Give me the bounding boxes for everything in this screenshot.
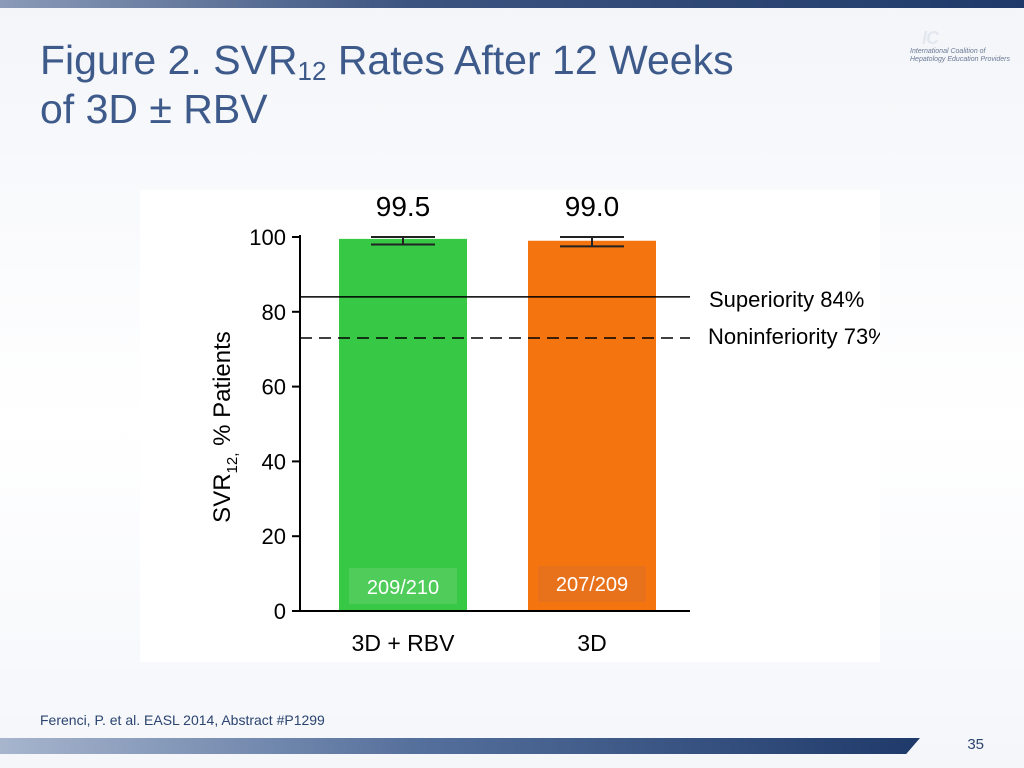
y-axis-label: SVR12, % Patients xyxy=(209,331,241,523)
count-label-1: 209/210 xyxy=(367,577,439,599)
x-tick-label-1: 3D + RBV xyxy=(352,630,456,656)
logo-icon: IC xyxy=(922,28,939,48)
bar-chart: 0 20 40 60 80 100 Superiority 84% Noninferiorit… xyxy=(209,191,880,656)
bar-2 xyxy=(528,240,656,612)
bar-1 xyxy=(339,238,467,611)
y-tick-label: 100 xyxy=(249,225,286,250)
logo-text: International Coalition of Hepatology Ed… xyxy=(910,48,1011,63)
bottom-accent-bar xyxy=(0,738,920,754)
count-box-2 xyxy=(538,566,646,602)
data-label-1: 99.5 xyxy=(376,191,431,222)
data-label-2: 99.0 xyxy=(565,191,620,222)
y-tick-label: 60 xyxy=(262,375,286,400)
citation: Ferenci, P. et al. EASL 2014, Abstract #… xyxy=(40,712,325,728)
y-tick-label: 0 xyxy=(274,599,286,624)
y-tick-label: 40 xyxy=(262,449,286,474)
chart-panel: 0 20 40 60 80 100 Superiority 84% Noninferiorit… xyxy=(140,190,880,662)
x-tick-label-2: 3D xyxy=(577,630,606,656)
reference-line-label-2: Noninferiority 73% xyxy=(708,324,880,349)
slide-title: Figure 2. SVR12 Rates After 12 Weeks of 3… xyxy=(40,37,734,132)
reference-line-label-1: Superiority 84% xyxy=(709,287,864,312)
y-tick-label: 20 xyxy=(262,524,286,549)
title-subscript: 12 xyxy=(297,56,327,86)
count-label-2: 207/209 xyxy=(556,574,628,596)
organization-logo: IC International Coalition of Hepatology… xyxy=(910,28,1020,68)
count-box-1 xyxy=(349,568,457,604)
y-tick-label: 80 xyxy=(262,300,286,325)
top-accent-bar xyxy=(0,0,1024,8)
page-number: 35 xyxy=(967,736,984,753)
